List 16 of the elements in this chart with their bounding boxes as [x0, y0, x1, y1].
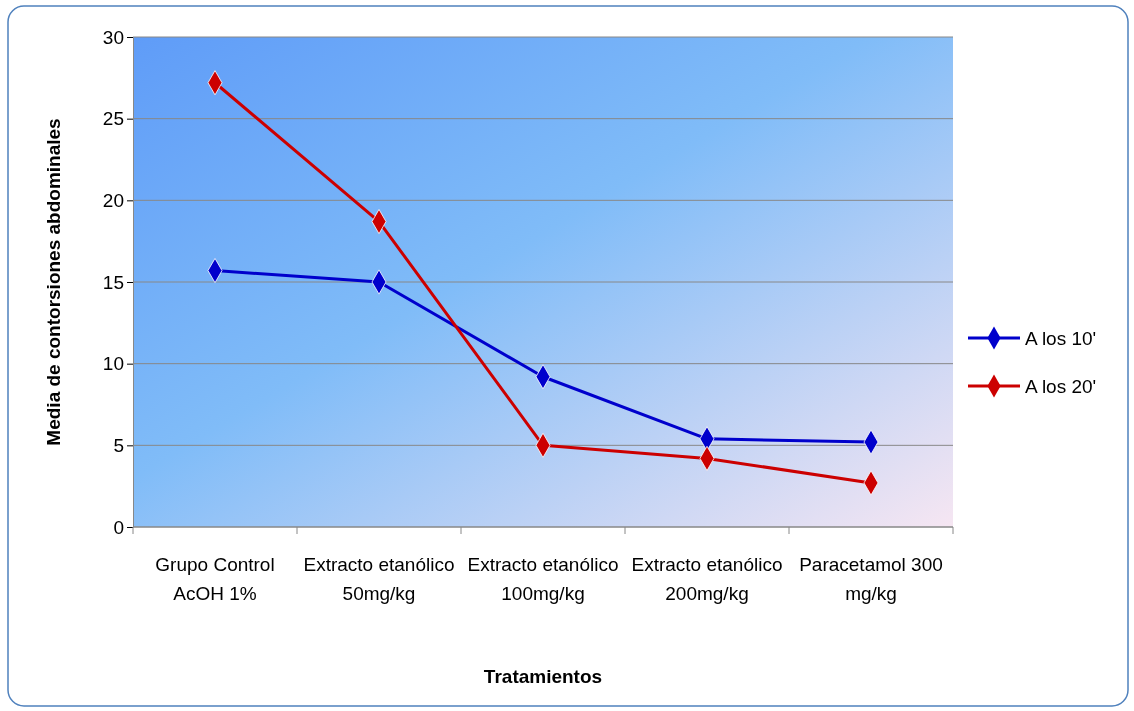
- y-tick-label: 25: [102, 108, 124, 130]
- x-tick-label: Paracetamol 300 mg/kg: [799, 554, 943, 604]
- x-tick-label: Grupo Control AcOH 1%: [155, 554, 275, 604]
- x-tick-label: Extracto etanólico 100mg/kg: [467, 554, 619, 604]
- x-tick-label: Extracto etanólico 200mg/kg: [631, 554, 783, 604]
- x-tick-label: Extracto etanólico 50mg/kg: [303, 554, 455, 604]
- legend-label: A los 10': [1025, 328, 1097, 349]
- y-tick-label: 20: [102, 189, 124, 211]
- legend-label: A los 20': [1025, 376, 1097, 397]
- y-tick-label: 10: [102, 353, 124, 375]
- y-tick-label: 5: [113, 434, 124, 456]
- y-tick-label: 30: [102, 26, 124, 48]
- x-axis-title: Tratamientos: [483, 666, 603, 687]
- y-tick-label: 15: [102, 271, 124, 293]
- y-axis-title: Media de contorsiones abdominales: [43, 118, 64, 446]
- y-tick-label: 0: [113, 516, 124, 538]
